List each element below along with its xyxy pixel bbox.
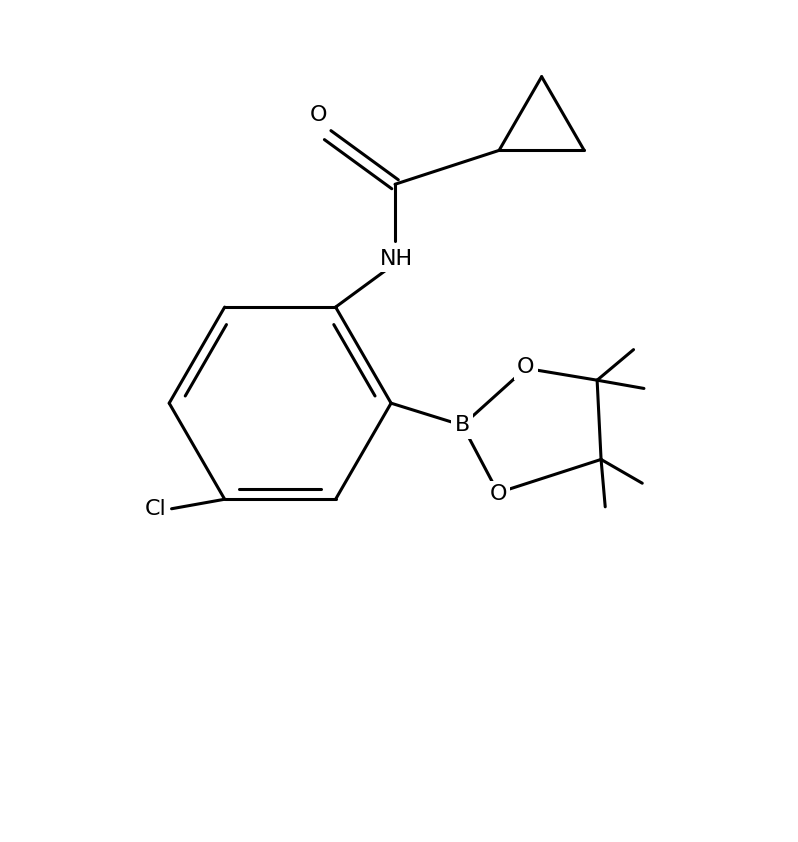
Text: B: B — [455, 415, 470, 435]
Text: O: O — [310, 105, 327, 125]
Text: Cl: Cl — [145, 498, 167, 519]
Text: O: O — [517, 357, 535, 376]
Text: O: O — [489, 484, 507, 504]
Text: NH: NH — [380, 248, 413, 269]
